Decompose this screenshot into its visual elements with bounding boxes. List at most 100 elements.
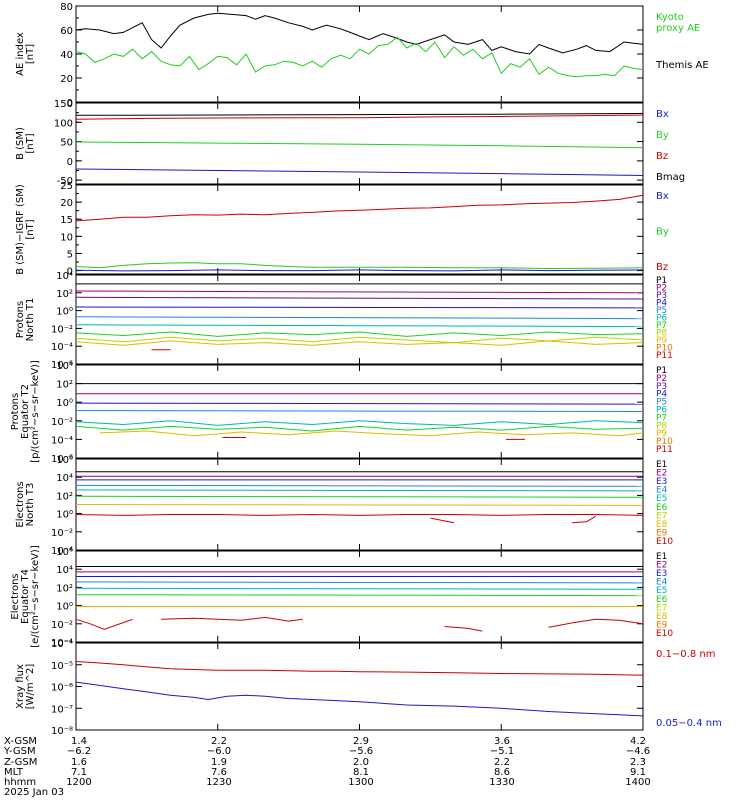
series-line <box>75 489 644 492</box>
legend-label: Bx <box>656 109 669 120</box>
y-axis-label-line: [p/(cm²−s−sr−keV)] <box>30 360 41 463</box>
x-gsm-row: X-GSM 1.4 2.2 2.9 3.6 4.2 <box>4 736 744 747</box>
hhmm-value: 1330 <box>489 777 515 789</box>
legend-label: P9 <box>656 336 667 346</box>
legend-label: E9 <box>656 620 668 630</box>
legend-label: P7 <box>656 321 667 331</box>
y-tick-label: 10⁻⁴ <box>51 639 73 650</box>
y-tick-label: 0 <box>67 98 73 109</box>
legend-label: E10 <box>656 629 673 639</box>
series-line <box>75 112 644 116</box>
y-axis-label: B (SM) [nT] <box>15 127 36 160</box>
series-line <box>75 681 644 717</box>
y-tick-label: 10⁴ <box>56 361 73 372</box>
legend-label: P4 <box>656 390 667 400</box>
y-tick-label: 0 <box>67 157 73 168</box>
legend-label: proxy AE <box>656 23 700 34</box>
legend-label: P2 <box>656 284 667 294</box>
y-tick-label: 10 <box>60 232 73 243</box>
y-tick-label: 60 <box>60 26 73 37</box>
legend-label: E3 <box>656 569 667 579</box>
y-tick-label: 10⁶ <box>56 455 73 466</box>
legend-label: Bz <box>656 151 668 162</box>
z-gsm-label: Z-GSM <box>4 756 38 768</box>
legend-label: P1 <box>656 366 667 376</box>
legend-label: E2 <box>656 469 667 479</box>
mlt-value: 8.1 <box>353 766 369 778</box>
mlt-value: 7.1 <box>71 766 87 778</box>
legend-label: E6 <box>656 503 668 513</box>
legend-label: P9 <box>656 429 667 439</box>
mlt-value: 7.6 <box>211 766 227 778</box>
y-tick-label: 10⁴ <box>56 565 73 576</box>
y-tick-label: 10⁻⁴ <box>51 638 73 649</box>
y-tick-label: 10⁻⁸ <box>51 726 73 737</box>
y-axis-label: Xray flux [W/m^2] <box>15 664 36 710</box>
y-axis-label-line: Protons <box>10 393 21 430</box>
y-axis-label-line: [W/m^2] <box>25 664 36 710</box>
series-line <box>75 661 644 676</box>
y-axis-label: AE index [nT] <box>15 32 36 76</box>
y-axis-label-line: North T3 <box>25 483 36 527</box>
series-line <box>75 296 644 300</box>
y-tick-label: 20 <box>60 198 73 209</box>
y-tick-label: 10⁻⁵ <box>51 661 73 672</box>
legend-label: 0.05−0.4 nm <box>656 718 722 729</box>
y-tick-label: 0 <box>67 267 73 278</box>
y-tick-label: 100 <box>54 118 73 129</box>
legend-label: By <box>656 227 669 238</box>
y-tick-label: 10⁻⁴ <box>51 435 73 446</box>
series-line <box>75 114 644 120</box>
legend-label: P10 <box>656 344 673 354</box>
legend-label: Bmag <box>656 172 685 183</box>
orbit-axis-labels: X-GSM 1.4 2.2 2.9 3.6 4.2 Y-GSM −6.2 −6.… <box>4 736 744 799</box>
legend-label: P11 <box>656 445 673 455</box>
y-gsm-value: −6.0 <box>206 746 232 758</box>
legend-label: P3 <box>656 382 667 392</box>
y-tick-label: 10⁻⁷ <box>51 704 73 715</box>
y-tick-label: 10² <box>56 380 73 391</box>
hhmm-value: 1230 <box>206 777 232 789</box>
mlt-value: 8.6 <box>494 766 510 778</box>
series-line <box>75 324 644 328</box>
legend-label: P7 <box>656 413 667 423</box>
z-gsm-value: 2.3 <box>630 756 646 768</box>
series-line <box>444 626 483 632</box>
mlt-value: 9.1 <box>630 766 646 778</box>
y-tick-label: 10⁻² <box>51 417 73 428</box>
legend-label: 0.1−0.8 nm <box>656 649 715 660</box>
y-tick-label: 10² <box>56 583 73 594</box>
x-gsm-value: 2.9 <box>353 736 369 747</box>
series-line <box>75 269 644 272</box>
y-axis-label-line: [nT] <box>25 219 36 239</box>
hhmm-value: 1400 <box>625 777 651 789</box>
panel-frame <box>75 550 644 643</box>
series-line <box>75 331 644 337</box>
legend-label: E8 <box>656 520 668 530</box>
panel-frame <box>75 642 644 731</box>
legend-label: E7 <box>656 603 667 613</box>
series-line <box>75 12 644 55</box>
y-tick-label: 10⁻² <box>51 620 73 631</box>
y-tick-label: 10⁻² <box>51 528 73 539</box>
y-tick-label: 5 <box>67 249 73 260</box>
series-line <box>430 517 455 524</box>
y-tick-label: 10⁴ <box>56 473 73 484</box>
y-tick-label: 10⁰ <box>56 602 73 613</box>
y-axis-label-line: B (SM) <box>15 127 26 160</box>
hhmm-value: 1300 <box>348 777 374 789</box>
x-gsm-value: 3.6 <box>494 736 510 747</box>
legend-label: E2 <box>656 561 667 571</box>
hhmm-value: 1200 <box>66 777 92 789</box>
x-gsm-value: 4.2 <box>630 736 646 747</box>
legend-label: E1 <box>656 552 667 562</box>
legend-label: E10 <box>656 537 673 547</box>
legend-label: P8 <box>656 329 667 339</box>
y-tick-label: 10⁻⁴ <box>51 342 73 353</box>
y-tick-label: 20 <box>60 74 73 85</box>
y-axis-label-line: Protons <box>15 301 26 338</box>
legend-label: P2 <box>656 374 667 384</box>
legend-label: P5 <box>656 398 667 408</box>
legend-label: P5 <box>656 306 667 316</box>
